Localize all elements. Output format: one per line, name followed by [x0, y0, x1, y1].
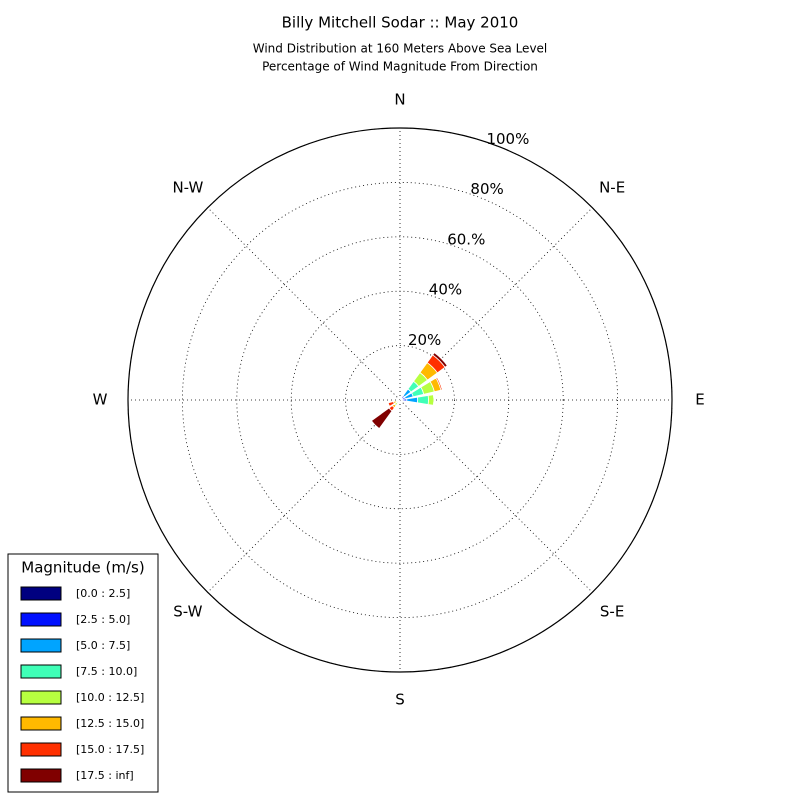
direction-label: W: [93, 391, 108, 409]
radial-tick-label: 60.%: [447, 230, 485, 248]
direction-label: N-E: [599, 178, 625, 196]
chart-subtitle: Percentage of Wind Magnitude From Direct…: [262, 60, 538, 74]
spoke-grid-line: [207, 399, 401, 593]
ring-grid-line: [345, 345, 455, 455]
legend-swatch: [20, 664, 62, 679]
legend-swatch: [20, 690, 62, 705]
ring-grid-line: [236, 236, 564, 564]
legend-swatch: [20, 612, 62, 627]
direction-label: N: [394, 91, 405, 109]
radial-tick-label: 40%: [429, 281, 462, 299]
chart-title: Billy Mitchell Sodar :: May 2010: [282, 14, 519, 32]
ring-grid-line: [127, 127, 673, 673]
wind-bar-segment: [432, 352, 448, 368]
spoke-grid-line: [207, 207, 401, 401]
wind-bar-segment: [370, 407, 393, 430]
ring-grid-line: [181, 181, 619, 619]
direction-label: S: [395, 691, 405, 709]
wind-bar-segment: [427, 394, 435, 406]
radial-tick-label: 80%: [470, 180, 503, 198]
wind-bar-segment: [400, 398, 408, 402]
legend-label: [7.5 : 10.0]: [76, 665, 137, 678]
legend-label: [0.0 : 2.5]: [76, 587, 130, 600]
legend-label: [10.0 : 12.5]: [76, 691, 144, 704]
legend-swatch: [20, 716, 62, 731]
chart-subtitle: Wind Distribution at 160 Meters Above Se…: [253, 42, 548, 56]
legend-swatch: [20, 586, 62, 601]
legend-label: [17.5 : inf]: [76, 769, 134, 782]
legend-swatch: [20, 768, 62, 783]
direction-label: S-E: [600, 603, 624, 621]
direction-label: E: [695, 391, 704, 409]
legend-swatch: [20, 742, 62, 757]
direction-label: N-W: [172, 178, 203, 196]
legend-swatch: [20, 638, 62, 653]
spoke-grid-line: [399, 207, 593, 401]
radial-tick-label: 20%: [408, 331, 441, 349]
legend-label: [2.5 : 5.0]: [76, 613, 130, 626]
direction-label: S-W: [173, 603, 202, 621]
legend-label: [5.0 : 7.5]: [76, 639, 130, 652]
ring-grid-line: [290, 290, 510, 510]
legend-label: [12.5 : 15.0]: [76, 717, 144, 730]
wind-bar-segment: [417, 395, 429, 405]
spoke-grid-line: [399, 399, 593, 593]
radial-tick-label: 100%: [486, 130, 529, 148]
legend-title: Magnitude (m/s): [21, 559, 144, 577]
legend-label: [15.0 : 17.5]: [76, 743, 144, 756]
wind-bar-segment: [436, 377, 443, 390]
